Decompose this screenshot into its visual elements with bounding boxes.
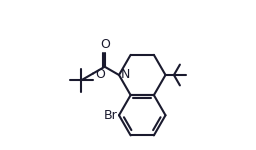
Text: Br: Br <box>103 109 117 122</box>
Text: O: O <box>95 68 105 81</box>
Text: O: O <box>100 38 110 51</box>
Text: N: N <box>121 69 130 81</box>
